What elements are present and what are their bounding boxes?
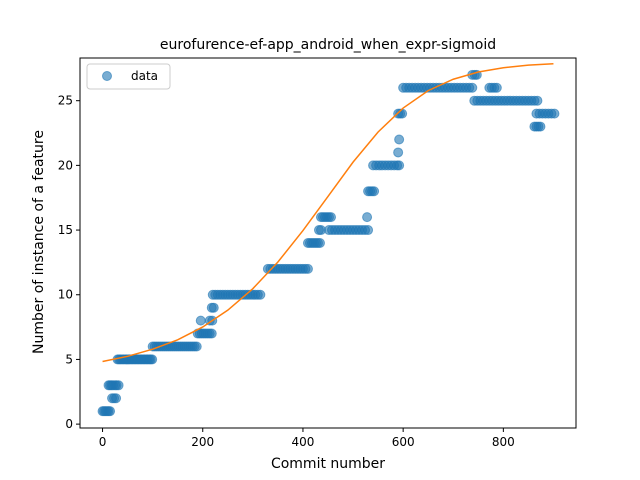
legend-marker-data xyxy=(102,71,112,81)
data-point xyxy=(397,108,408,119)
data-point xyxy=(549,108,560,119)
legend: data xyxy=(86,63,171,90)
data-point xyxy=(532,95,543,106)
data-point xyxy=(113,380,124,391)
data-point xyxy=(363,225,374,236)
data-point xyxy=(394,134,405,145)
data-point xyxy=(147,354,158,365)
legend-label-data: data xyxy=(131,69,158,83)
data-point xyxy=(208,302,219,313)
x-tick-label: 200 xyxy=(191,435,214,449)
plot-area: 0 200 400 600 800 0 5 10 15 20 25 xyxy=(58,57,577,449)
legend-frame xyxy=(86,63,171,90)
y-tick-label: 15 xyxy=(58,223,73,237)
axes-frame xyxy=(79,57,577,429)
data-point xyxy=(195,315,206,326)
data-point xyxy=(111,393,122,404)
x-tick-label: 800 xyxy=(492,435,515,449)
data-point xyxy=(314,238,325,248)
data-point xyxy=(105,406,116,417)
x-tick-label: 600 xyxy=(392,435,415,449)
data-point xyxy=(326,212,337,223)
fit-line xyxy=(102,62,554,363)
x-axis-label: Commit number xyxy=(271,456,385,472)
data-point xyxy=(535,121,546,132)
y-tick-label: 5 xyxy=(65,352,73,366)
data-point xyxy=(255,289,266,300)
data-series xyxy=(97,69,560,417)
y-axis-label: Number of instance of a feature xyxy=(31,130,47,354)
y-tick-label: 20 xyxy=(58,158,73,172)
data-point xyxy=(394,160,405,171)
x-tick-label: 0 xyxy=(99,435,107,449)
data-point xyxy=(491,82,502,93)
data-point xyxy=(393,147,404,158)
data-point xyxy=(362,212,373,223)
chart-title: eurofurence-ef-app_android_when_expr-sig… xyxy=(160,37,496,53)
y-tick-label: 0 xyxy=(65,417,73,431)
data-point xyxy=(302,263,313,274)
data-point xyxy=(206,328,217,339)
y-tick-label: 10 xyxy=(58,288,73,302)
data-point xyxy=(369,186,380,197)
data-point xyxy=(191,341,202,352)
data-point xyxy=(467,82,478,93)
x-tick-label: 400 xyxy=(291,435,314,449)
y-tick-label: 25 xyxy=(58,94,73,108)
